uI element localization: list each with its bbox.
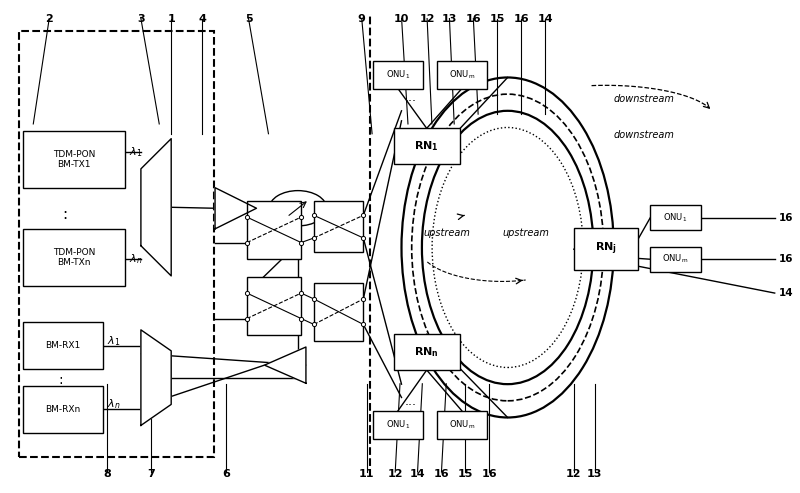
Text: 16: 16 bbox=[514, 14, 529, 24]
Text: 14: 14 bbox=[778, 288, 794, 298]
Text: 14: 14 bbox=[538, 14, 553, 24]
Text: 13: 13 bbox=[442, 14, 457, 24]
Text: TDM-PON
BM-TX1: TDM-PON BM-TX1 bbox=[53, 150, 95, 169]
Text: $\lambda_n$: $\lambda_n$ bbox=[129, 252, 142, 266]
Bar bbox=[23, 386, 102, 433]
Text: 16: 16 bbox=[778, 254, 793, 264]
Text: $\mathrm{ONU_1}$: $\mathrm{ONU_1}$ bbox=[663, 211, 687, 224]
Bar bbox=[373, 61, 423, 89]
Bar bbox=[23, 131, 125, 188]
Polygon shape bbox=[141, 330, 171, 425]
Text: downstream: downstream bbox=[614, 95, 674, 105]
Bar bbox=[394, 128, 460, 164]
Text: 12: 12 bbox=[566, 469, 582, 479]
Text: 15: 15 bbox=[490, 14, 505, 24]
Text: BM-RX1: BM-RX1 bbox=[45, 341, 80, 350]
Text: ...: ... bbox=[404, 395, 416, 408]
Text: 7: 7 bbox=[147, 469, 155, 479]
Circle shape bbox=[270, 191, 326, 226]
Bar bbox=[247, 277, 301, 335]
Text: 16: 16 bbox=[778, 212, 793, 222]
Text: TDM-PON
BM-TXn: TDM-PON BM-TXn bbox=[53, 248, 95, 267]
Text: upstream: upstream bbox=[424, 228, 470, 238]
Bar bbox=[650, 246, 701, 272]
Text: $\mathbf{RN_j}$: $\mathbf{RN_j}$ bbox=[594, 241, 617, 257]
Text: 16: 16 bbox=[482, 469, 497, 479]
Text: 12: 12 bbox=[387, 469, 403, 479]
Text: $\mathbf{RN_1}$: $\mathbf{RN_1}$ bbox=[414, 140, 439, 153]
Text: BM-RXn: BM-RXn bbox=[45, 405, 80, 414]
Bar bbox=[19, 31, 214, 458]
Bar bbox=[373, 411, 423, 439]
Bar bbox=[247, 201, 301, 259]
Text: 4: 4 bbox=[198, 14, 206, 24]
Text: :: : bbox=[62, 207, 68, 222]
Text: 16: 16 bbox=[434, 469, 450, 479]
Text: downstream: downstream bbox=[614, 130, 674, 140]
Text: $\mathbf{RN_n}$: $\mathbf{RN_n}$ bbox=[414, 345, 439, 359]
Bar bbox=[394, 334, 460, 370]
Text: $\mathrm{ONU_1}$: $\mathrm{ONU_1}$ bbox=[386, 69, 410, 81]
Bar bbox=[437, 411, 487, 439]
Text: upstream: upstream bbox=[502, 228, 549, 238]
Text: 5: 5 bbox=[245, 14, 252, 24]
Text: $\mathrm{ONU_m}$: $\mathrm{ONU_m}$ bbox=[662, 253, 689, 266]
Text: $\mathrm{ONU_m}$: $\mathrm{ONU_m}$ bbox=[449, 419, 475, 431]
Text: 15: 15 bbox=[458, 469, 473, 479]
Text: $\lambda_n$: $\lambda_n$ bbox=[106, 397, 120, 411]
Text: $\lambda_1$: $\lambda_1$ bbox=[129, 145, 142, 159]
Text: 11: 11 bbox=[358, 469, 374, 479]
Text: 13: 13 bbox=[587, 469, 602, 479]
Bar bbox=[437, 61, 487, 89]
Text: 3: 3 bbox=[137, 14, 145, 24]
Bar bbox=[314, 283, 363, 341]
Text: $\mathrm{ONU_1}$: $\mathrm{ONU_1}$ bbox=[386, 419, 410, 431]
Text: 6: 6 bbox=[222, 469, 230, 479]
Bar bbox=[574, 228, 638, 270]
Text: 9: 9 bbox=[358, 14, 366, 24]
Text: $\lambda_1$: $\lambda_1$ bbox=[106, 334, 120, 348]
Bar bbox=[650, 205, 701, 230]
Text: 10: 10 bbox=[394, 14, 410, 24]
Polygon shape bbox=[141, 139, 171, 276]
Bar bbox=[23, 322, 102, 369]
Text: 1: 1 bbox=[167, 14, 175, 24]
Bar bbox=[314, 201, 363, 252]
Text: 12: 12 bbox=[419, 14, 435, 24]
Text: 14: 14 bbox=[410, 469, 426, 479]
Text: :: : bbox=[59, 373, 63, 387]
Bar bbox=[23, 229, 125, 286]
Text: 16: 16 bbox=[466, 14, 481, 24]
Text: 8: 8 bbox=[103, 469, 111, 479]
Polygon shape bbox=[215, 188, 257, 229]
Text: 2: 2 bbox=[46, 14, 53, 24]
Text: $\mathrm{ONU_m}$: $\mathrm{ONU_m}$ bbox=[449, 69, 475, 81]
Text: ...: ... bbox=[404, 91, 416, 104]
Polygon shape bbox=[265, 347, 306, 383]
